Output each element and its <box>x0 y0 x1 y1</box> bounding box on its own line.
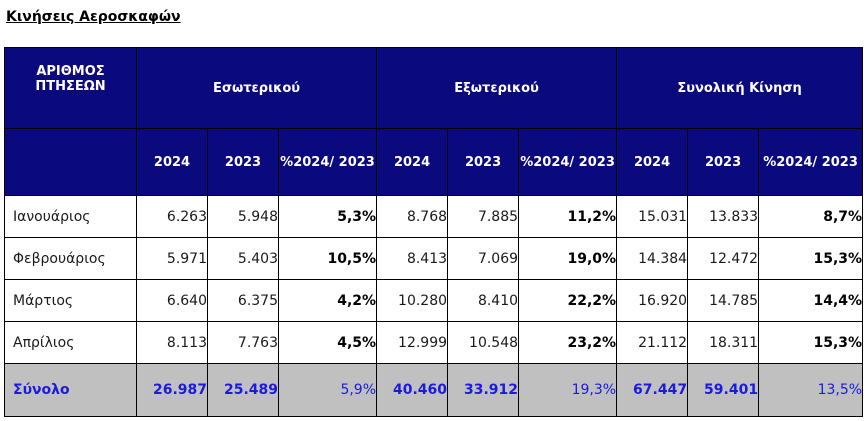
value-cell: 14.785 <box>687 279 760 322</box>
pct-cell: 19,0% <box>518 237 618 280</box>
row-label-header: ΑΡΙΘΜΟΣ ΠΤΗΣΕΩΝ <box>4 47 137 129</box>
value-cell: 5.971 <box>136 237 208 280</box>
group-header-international: Εξωτερικού <box>376 47 618 129</box>
group-header-domestic: Εσωτερικού <box>135 47 378 129</box>
pct-header: %2024/ 2023 <box>518 128 618 196</box>
pct-cell: 15,3% <box>758 237 864 280</box>
value-cell: 13.833 <box>687 195 760 238</box>
pct-cell: 11,2% <box>518 195 618 238</box>
total-label-cell: Σύνολο <box>4 363 137 417</box>
value-cell: 7.763 <box>207 321 279 364</box>
value-cell: 6.263 <box>136 195 208 238</box>
total-value-cell: 26.987 <box>136 363 208 417</box>
pct-cell: 22,2% <box>518 279 618 322</box>
value-cell: 5.403 <box>207 237 279 280</box>
total-value-cell: 25.489 <box>207 363 279 417</box>
year-header: 2023 <box>447 128 520 196</box>
pct-cell: 23,2% <box>518 321 618 364</box>
total-pct-cell: 13,5% <box>758 363 864 417</box>
total-pct-cell: 19,3% <box>518 363 618 417</box>
value-cell: 7.885 <box>447 195 520 238</box>
value-cell: 7.069 <box>447 237 520 280</box>
value-cell: 8.410 <box>447 279 520 322</box>
pct-cell: 4,2% <box>277 279 378 322</box>
value-cell: 18.311 <box>687 321 760 364</box>
pct-cell: 5,3% <box>277 195 378 238</box>
year-header: 2023 <box>687 128 760 196</box>
pct-cell: 15,3% <box>758 321 864 364</box>
value-cell: 8.113 <box>136 321 208 364</box>
total-value-cell: 33.912 <box>447 363 520 417</box>
pct-cell: 8,7% <box>758 195 864 238</box>
table-row: Φεβρουάριος 5.971 5.403 10,5% 8.413 7.06… <box>4 237 864 280</box>
value-cell: 21.112 <box>616 321 689 364</box>
table-row: Απρίλιος 8.113 7.763 4,5% 12.999 10.548 … <box>4 321 864 364</box>
value-cell: 8.413 <box>376 237 449 280</box>
value-cell: 8.768 <box>376 195 449 238</box>
total-value-cell: 40.460 <box>376 363 449 417</box>
value-cell: 5.948 <box>207 195 279 238</box>
total-pct-cell: 5,9% <box>277 363 378 417</box>
total-row: Σύνολο 26.987 25.489 5,9% 40.460 33.912 … <box>4 363 864 417</box>
value-cell: 6.640 <box>136 279 208 322</box>
pct-cell: 4,5% <box>277 321 378 364</box>
value-cell: 12.999 <box>376 321 449 364</box>
flights-table: ΑΡΙΘΜΟΣ ΠΤΗΣΕΩΝ Εσωτερικού Εξωτερικού Συ… <box>4 47 864 417</box>
group-header-total: Συνολική Κίνηση <box>616 47 864 129</box>
total-value-cell: 59.401 <box>687 363 760 417</box>
month-cell: Μάρτιος <box>4 279 137 322</box>
pct-header: %2024/ 2023 <box>277 128 378 196</box>
header-row-groups: ΑΡΙΘΜΟΣ ΠΤΗΣΕΩΝ Εσωτερικού Εξωτερικού Συ… <box>4 47 864 129</box>
value-cell: 10.548 <box>447 321 520 364</box>
month-cell: Ιανουάριος <box>4 195 137 238</box>
table-row: Μάρτιος 6.640 6.375 4,2% 10.280 8.410 22… <box>4 279 864 322</box>
year-header: 2024 <box>376 128 449 196</box>
pct-cell: 10,5% <box>277 237 378 280</box>
value-cell: 14.384 <box>616 237 689 280</box>
value-cell: 15.031 <box>616 195 689 238</box>
page-title: Κινήσεις Αεροσκαφών <box>6 9 181 25</box>
month-cell: Φεβρουάριος <box>4 237 137 280</box>
value-cell: 6.375 <box>207 279 279 322</box>
value-cell: 12.472 <box>687 237 760 280</box>
table-row: Ιανουάριος 6.263 5.948 5,3% 8.768 7.885 … <box>4 195 864 238</box>
value-cell: 16.920 <box>616 279 689 322</box>
year-header: 2023 <box>207 128 279 196</box>
month-cell: Απρίλιος <box>4 321 137 364</box>
empty-header-cell <box>4 128 137 196</box>
pct-header: %2024/ 2023 <box>758 128 864 196</box>
total-value-cell: 67.447 <box>616 363 689 417</box>
value-cell: 10.280 <box>376 279 449 322</box>
header-row-years: 2024 2023 %2024/ 2023 2024 2023 %2024/ 2… <box>4 128 864 196</box>
year-header: 2024 <box>616 128 689 196</box>
year-header: 2024 <box>136 128 208 196</box>
pct-cell: 14,4% <box>758 279 864 322</box>
